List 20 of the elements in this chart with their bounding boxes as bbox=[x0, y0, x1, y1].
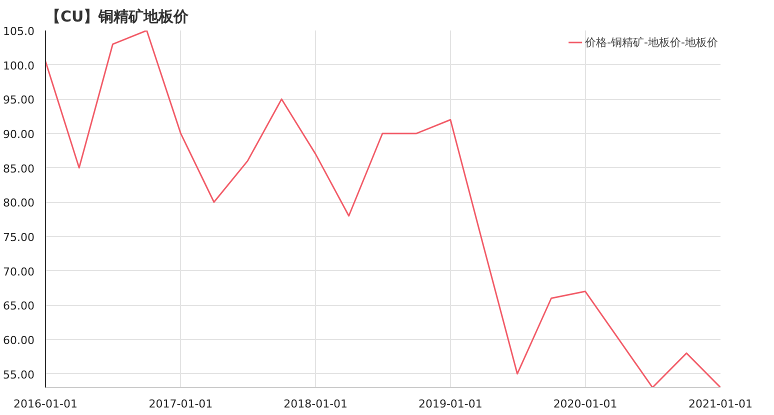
x-tick-label: 2016-01-01 bbox=[14, 398, 78, 410]
y-tick-label: 105.0 bbox=[3, 25, 35, 38]
y-tick-label: 70.00 bbox=[3, 265, 35, 278]
x-tick-label: 2017-01-01 bbox=[148, 398, 213, 410]
y-tick-label: 80.00 bbox=[3, 196, 35, 210]
x-tick-label: 2018-01-01 bbox=[284, 398, 348, 410]
x-tick-label: 2021-01-01 bbox=[688, 398, 752, 410]
line-series bbox=[46, 30, 720, 388]
chart-title: 【CU】铜精矿地板价 bbox=[46, 8, 190, 26]
x-tick-label: 2020-01-01 bbox=[553, 398, 618, 410]
y-tick-label: 60.00 bbox=[3, 334, 35, 347]
y-tick-label: 95.00 bbox=[3, 94, 35, 107]
legend-label: 价格-铜精矿-地板价-地板价 bbox=[585, 34, 718, 50]
y-tick-label: 55.00 bbox=[3, 368, 35, 382]
y-tick-label: 75.00 bbox=[3, 230, 35, 244]
y-tick-label: 85.00 bbox=[3, 162, 35, 176]
y-tick-label: 90.00 bbox=[3, 128, 35, 141]
x-tick-label: 2019-01-01 bbox=[418, 398, 482, 410]
y-tick-label: 100.0 bbox=[3, 59, 35, 72]
y-tick-label: 65.00 bbox=[3, 300, 35, 313]
